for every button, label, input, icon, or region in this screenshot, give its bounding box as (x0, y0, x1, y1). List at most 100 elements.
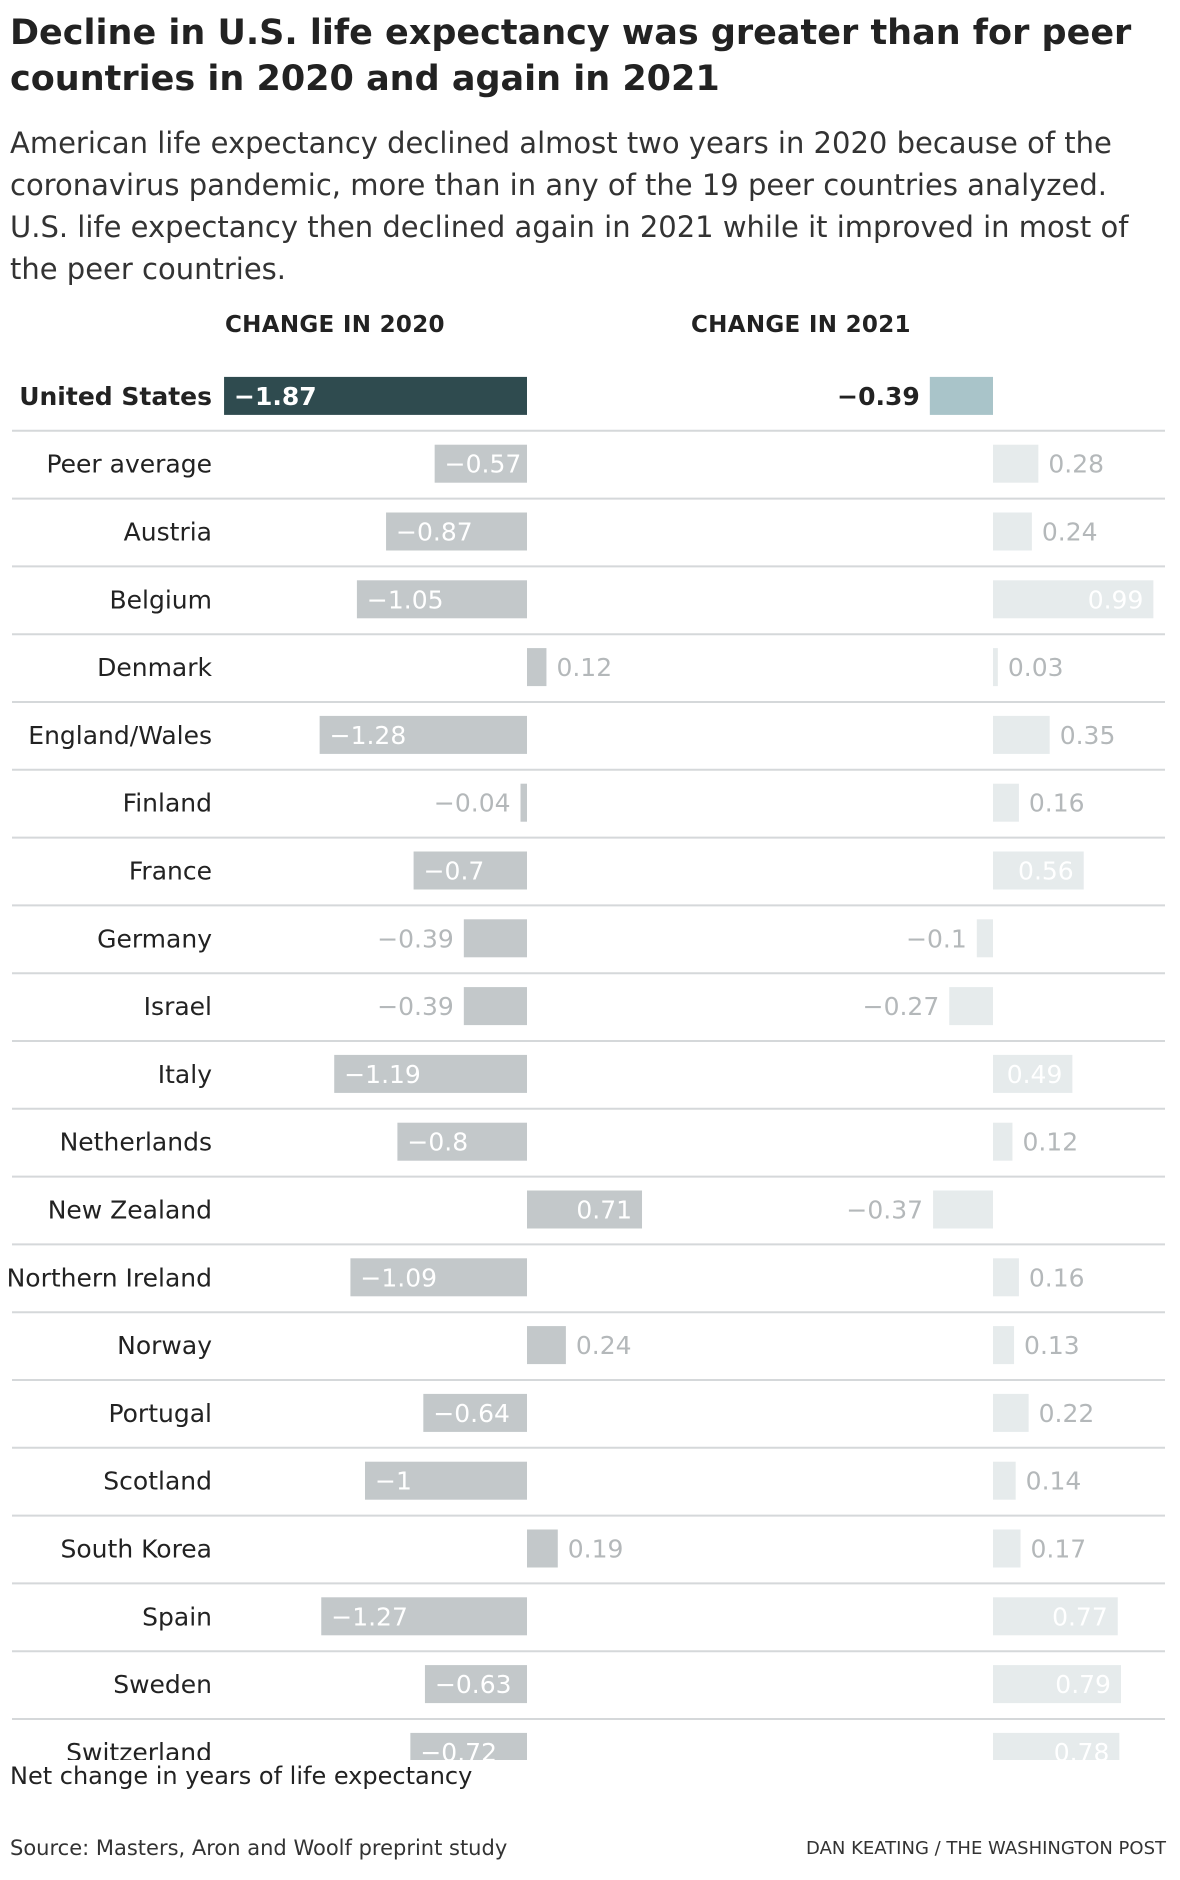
bar-2021-13 (993, 1258, 1019, 1297)
data-label-2020-2: −0.87 (396, 518, 473, 547)
data-label-2020-3: −1.05 (367, 585, 444, 614)
bar-2021-20 (993, 1732, 1120, 1760)
bar-2021-1 (993, 444, 1039, 483)
data-label-2021-0: −0.39 (837, 382, 920, 411)
bar-2020-1 (434, 444, 527, 483)
category-label-9: Israel (144, 992, 212, 1021)
data-label-2021-7: 0.56 (1018, 857, 1074, 886)
bar-2021-0 (929, 376, 993, 415)
bar-2020-5 (319, 715, 527, 754)
bar-2020-14 (527, 1326, 566, 1365)
category-label-6: Finland (123, 789, 212, 818)
data-label-2021-17: 0.17 (1031, 1535, 1087, 1564)
bar-2021-12 (933, 1190, 993, 1229)
data-label-2021-14: 0.13 (1024, 1331, 1080, 1360)
data-label-2020-18: −1.27 (331, 1602, 408, 1631)
bar-2021-9 (949, 987, 993, 1026)
data-label-2021-2: 0.24 (1042, 518, 1098, 547)
category-label-13: Northern Ireland (7, 1263, 212, 1292)
data-label-2021-19: 0.79 (1055, 1670, 1111, 1699)
bar-2020-20 (410, 1732, 527, 1760)
bar-2020-11 (397, 1122, 527, 1161)
data-label-2020-10: −1.19 (344, 1060, 421, 1089)
bar-2020-2 (386, 512, 527, 551)
data-label-2020-19: −0.63 (435, 1670, 512, 1699)
data-label-2021-9: −0.27 (863, 992, 940, 1021)
column-header-2020: CHANGE IN 2020 (225, 312, 445, 338)
column-header-2021: CHANGE IN 2021 (691, 312, 911, 338)
axis-note: Net change in years of life expectancy (10, 1762, 473, 1790)
bar-2020-0 (224, 376, 527, 415)
chart-subtitle: American life expectancy declined almost… (10, 126, 1129, 286)
data-label-2020-17: 0.19 (568, 1535, 624, 1564)
bar-chart: United States −1.87 −0.39 Peer average −0.57… (7, 376, 1165, 1760)
category-label-10: Italy (158, 1060, 212, 1089)
data-label-2020-13: −1.09 (360, 1263, 437, 1292)
category-label-5: England/Wales (28, 721, 212, 750)
bar-2021-17 (993, 1529, 1021, 1568)
bar-2021-2 (993, 512, 1032, 551)
data-label-2021-4: 0.03 (1008, 653, 1064, 682)
data-label-2021-5: 0.35 (1060, 721, 1116, 750)
bar-2021-3 (993, 580, 1154, 619)
bar-2020-18 (321, 1597, 527, 1636)
data-label-2021-18: 0.77 (1052, 1602, 1108, 1631)
data-label-2021-1: 0.28 (1048, 450, 1104, 479)
data-label-2021-20: 0.78 (1054, 1738, 1110, 1760)
data-label-2021-16: 0.14 (1026, 1467, 1082, 1496)
bar-2021-15 (993, 1393, 1029, 1432)
category-label-8: Germany (97, 924, 212, 953)
category-label-7: France (129, 857, 212, 886)
bar-2021-8 (976, 919, 993, 958)
category-label-1: Peer average (46, 450, 212, 479)
source-credit: Source: Masters, Aron and Woolf preprint… (10, 1836, 508, 1860)
data-label-2021-8: −0.1 (906, 924, 967, 953)
category-label-11: Netherlands (60, 1128, 212, 1157)
data-label-2020-15: −0.64 (433, 1399, 510, 1428)
data-label-2020-16: −1 (375, 1467, 412, 1496)
data-label-2020-11: −0.8 (407, 1128, 468, 1157)
bar-2021-19 (993, 1665, 1121, 1704)
bar-2021-5 (993, 715, 1050, 754)
category-label-16: Scotland (103, 1467, 212, 1496)
data-label-2020-20: −0.72 (420, 1738, 497, 1760)
data-label-2020-12: 0.71 (576, 1196, 632, 1225)
category-label-2: Austria (124, 518, 212, 547)
data-label-2020-8: −0.39 (377, 924, 454, 953)
category-label-12: New Zealand (48, 1196, 212, 1225)
data-label-2021-11: 0.12 (1022, 1128, 1078, 1157)
data-label-2020-5: −1.28 (330, 721, 407, 750)
bar-2020-9 (463, 987, 527, 1026)
bar-2020-7 (413, 851, 527, 890)
bar-2020-10 (334, 1054, 527, 1093)
bar-2020-16 (365, 1461, 527, 1500)
data-label-2020-4: 0.12 (556, 653, 612, 682)
bar-2020-17 (527, 1529, 558, 1568)
data-label-2021-6: 0.16 (1029, 789, 1085, 818)
bar-2021-7 (993, 851, 1084, 890)
bar-2020-15 (423, 1393, 527, 1432)
category-label-18: Spain (142, 1602, 212, 1631)
chart-title: Decline in U.S. life expectancy was grea… (10, 13, 1132, 99)
author-credit: DAN KEATING / THE WASHINGTON POST (806, 1838, 1166, 1859)
bar-2021-4 (993, 648, 998, 687)
category-label-3: Belgium (110, 585, 213, 614)
data-label-2021-12: −0.37 (846, 1196, 923, 1225)
category-label-17: South Korea (61, 1535, 212, 1564)
bar-2021-14 (993, 1326, 1015, 1365)
bar-2020-19 (424, 1665, 527, 1704)
data-label-2021-3: 0.99 (1088, 585, 1144, 614)
data-label-2020-1: −0.57 (445, 450, 522, 479)
data-label-2021-13: 0.16 (1029, 1263, 1085, 1292)
category-label-0: United States (19, 382, 212, 411)
category-label-14: Norway (117, 1331, 212, 1360)
data-label-2020-7: −0.7 (424, 857, 485, 886)
category-label-15: Portugal (108, 1399, 212, 1428)
bar-2021-11 (993, 1122, 1013, 1161)
data-label-2021-15: 0.22 (1039, 1399, 1095, 1428)
data-label-2021-10: 0.49 (1007, 1060, 1063, 1089)
bar-2020-8 (463, 919, 527, 958)
data-label-2020-9: −0.39 (377, 992, 454, 1021)
bar-2020-4 (527, 648, 547, 687)
bar-2020-3 (356, 580, 527, 619)
